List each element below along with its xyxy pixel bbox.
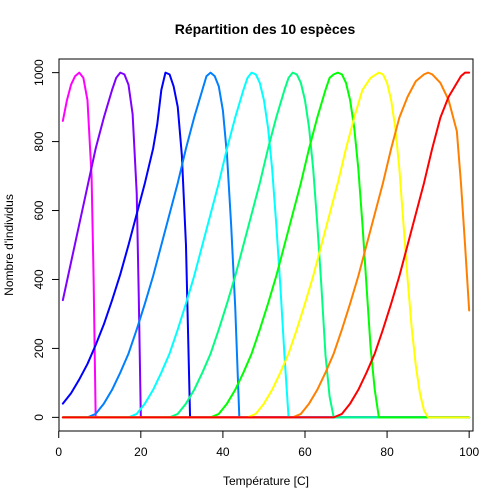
x-tick-label: 80 [380,445,394,459]
series-line-10 [61,71,471,419]
y-tick-label: 800 [32,131,46,151]
x-tick-label: 0 [55,445,62,459]
series-line-5 [61,71,471,419]
x-tick-label: 60 [298,445,312,459]
y-tick-label: 400 [32,269,46,289]
y-tick-label: 600 [32,200,46,220]
x-axis: 0 20 40 60 80 100 [55,430,479,459]
chart-title: Répartition des 10 espèces [175,21,356,37]
y-axis-label: Nombre d'individus [2,194,16,296]
series-line-7 [61,71,471,419]
series-line-9 [61,71,471,419]
y-tick-label: 1000 [32,59,46,86]
x-tick-label: 100 [459,445,479,459]
y-tick-label: 200 [32,338,46,358]
series-line-2 [61,71,471,419]
series-line-3 [61,71,471,419]
series-line-6 [61,71,471,419]
series-layer [61,71,471,419]
x-axis-label: Température [C] [223,474,309,488]
x-tick-label: 40 [216,445,230,459]
y-axis: 0 200 400 600 800 1000 [32,59,60,421]
series-line-1 [61,71,471,419]
x-tick-label: 20 [134,445,148,459]
y-tick-label: 0 [32,414,46,421]
series-line-8 [61,71,471,419]
